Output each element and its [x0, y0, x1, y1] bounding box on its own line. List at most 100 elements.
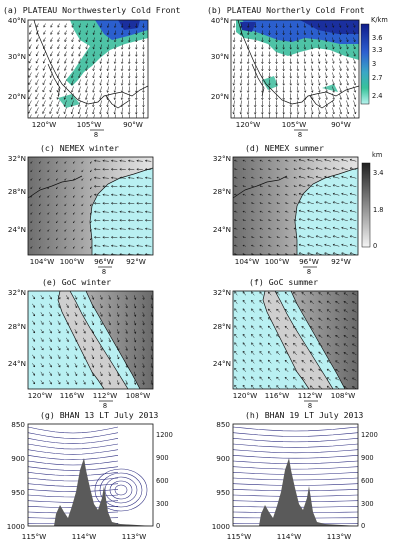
wind-vector-arrow — [78, 23, 81, 28]
panel-h-ytick-right: 600 — [361, 477, 374, 485]
wind-vector-arrow — [242, 376, 246, 381]
wind-vector-arrow — [85, 72, 88, 79]
streamline — [233, 443, 358, 448]
wind-vector-arrow — [324, 37, 328, 43]
wind-vector-arrow — [78, 79, 81, 86]
wind-vector-arrow — [30, 229, 33, 232]
wind-vector-arrow — [326, 326, 331, 330]
wind-vector-arrow — [100, 312, 103, 317]
wind-vector-arrow — [242, 325, 246, 330]
wind-vector-arrow — [90, 178, 92, 181]
wind-vector-arrow — [144, 210, 152, 214]
wind-vector-arrow — [49, 346, 52, 351]
wind-vector-arrow — [119, 168, 126, 171]
wind-vector-arrow — [47, 246, 50, 249]
wind-vector-arrow — [310, 86, 314, 93]
wind-vector-arrow — [341, 226, 348, 230]
wind-vector-arrow — [343, 309, 348, 313]
wind-vector-arrow — [275, 79, 278, 86]
wind-vector-arrow — [247, 23, 250, 29]
streamline — [233, 483, 358, 486]
panel-g-ytick-left: 1000 — [7, 522, 26, 531]
wind-vector-arrow — [275, 93, 278, 101]
wind-vector-arrow — [261, 44, 264, 50]
wind-vector-arrow — [259, 227, 263, 230]
wind-vector-arrow — [353, 86, 357, 93]
wind-vector-arrow — [293, 202, 297, 205]
wind-vector-arrow — [71, 72, 74, 79]
wind-vector-arrow — [335, 309, 340, 313]
wind-vector-arrow — [284, 219, 289, 222]
wind-vector-arrow — [83, 303, 86, 309]
panel-h-ytick-right: 300 — [361, 500, 374, 508]
wind-vector-arrow — [81, 246, 84, 249]
wind-vector-arrow — [293, 219, 297, 222]
wind-vector-arrow — [326, 368, 331, 373]
panel-g-xtick: 115°W — [22, 532, 46, 541]
wind-vector-arrow — [66, 303, 69, 309]
wind-vector-arrow — [289, 51, 293, 57]
wind-vector-arrow — [341, 252, 348, 255]
wind-vector-arrow — [284, 291, 289, 296]
wind-vector-arrow — [282, 37, 285, 43]
panel-e-xtick: 112°W — [93, 391, 117, 400]
wind-vector-arrow — [40, 346, 44, 351]
wind-vector-arrow — [73, 229, 75, 232]
wind-vector-arrow — [127, 244, 135, 248]
wind-vector-arrow — [78, 51, 81, 57]
panel-a-ytick: 40°N — [8, 16, 26, 25]
wind-vector-arrow — [78, 65, 81, 72]
wind-vector-arrow — [298, 192, 306, 196]
wind-vector-arrow — [353, 30, 356, 36]
wind-vector-arrow — [120, 79, 124, 86]
wind-vector-arrow — [99, 93, 102, 101]
wind-vector-arrow — [85, 30, 88, 36]
wind-vector-arrow — [135, 23, 138, 29]
wind-vector-arrow — [71, 44, 74, 50]
wind-vector-arrow — [120, 37, 124, 43]
wind-vector-arrow — [47, 186, 50, 190]
wind-vector-arrow — [242, 227, 246, 230]
wind-vector-arrow — [239, 37, 243, 43]
wind-vector-arrow — [259, 244, 263, 247]
wind-vector-arrow — [144, 176, 152, 180]
wind-vector-arrow — [92, 23, 96, 28]
wind-vector-arrow — [85, 23, 88, 28]
wind-vector-arrow — [346, 58, 349, 64]
wind-vector-arrow — [42, 65, 46, 71]
wind-vector-arrow — [47, 237, 50, 241]
wind-vector-arrow — [40, 380, 44, 385]
wind-vector-arrow — [267, 308, 272, 313]
wind-vector-arrow — [282, 23, 285, 29]
panel-b-coastline — [237, 20, 359, 105]
wind-vector-arrow — [70, 86, 74, 93]
wind-vector-arrow — [317, 37, 321, 43]
wind-vector-arrow — [136, 227, 143, 231]
wind-vector-arrow — [293, 210, 297, 213]
wind-vector-arrow — [66, 329, 69, 334]
wind-vector-arrow — [133, 363, 137, 369]
wind-vector-arrow — [293, 168, 297, 171]
wind-vector-arrow — [39, 237, 41, 241]
wind-vector-arrow — [57, 354, 61, 359]
wind-vector-arrow — [83, 363, 86, 368]
wind-vector-arrow — [85, 79, 88, 86]
wind-vector-arrow — [251, 384, 255, 389]
wind-vector-arrow — [57, 371, 61, 376]
wind-vector-arrow — [74, 320, 78, 326]
wind-vector-arrow — [341, 201, 348, 205]
wind-vector-arrow — [317, 30, 321, 36]
wind-vector-arrow — [242, 168, 246, 171]
wind-vector-arrow — [233, 219, 238, 222]
wind-vector-arrow — [73, 178, 75, 181]
wind-vector-arrow — [113, 30, 117, 36]
wind-vector-arrow — [134, 79, 138, 86]
panel-d-colorbar-tick: 1.8 — [373, 206, 384, 214]
wind-vector-arrow — [77, 107, 81, 115]
wind-vector-arrow — [315, 252, 323, 255]
wind-vector-arrow — [106, 44, 110, 50]
wind-vector-arrow — [298, 167, 306, 171]
wind-vector-arrow — [49, 354, 52, 360]
wind-vector-arrow — [250, 176, 255, 179]
wind-vector-arrow — [142, 380, 145, 386]
